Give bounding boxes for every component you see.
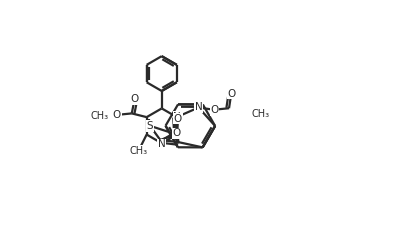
Text: O: O [173, 129, 181, 138]
Text: S: S [147, 121, 153, 131]
Text: N: N [195, 102, 202, 113]
Text: N: N [158, 139, 166, 150]
Text: O: O [210, 105, 218, 115]
Text: CH₃: CH₃ [252, 109, 270, 119]
Text: CH₃: CH₃ [130, 146, 147, 156]
Text: O: O [130, 94, 138, 104]
Text: O: O [173, 113, 182, 124]
Text: N: N [173, 112, 181, 122]
Text: O: O [228, 89, 236, 98]
Text: O: O [113, 110, 121, 120]
Text: CH₃: CH₃ [90, 111, 108, 121]
